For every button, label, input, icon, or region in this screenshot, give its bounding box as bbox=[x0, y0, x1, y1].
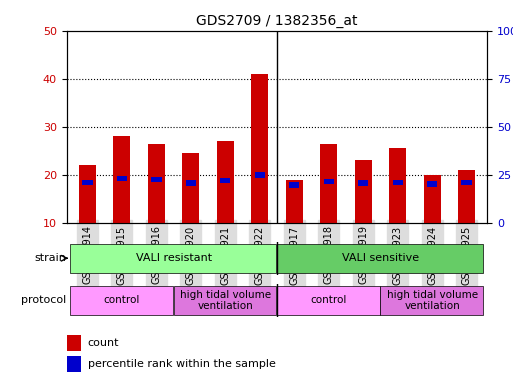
Bar bbox=[116, 176, 127, 182]
Text: control: control bbox=[104, 295, 140, 306]
Bar bbox=[82, 180, 92, 185]
Bar bbox=[320, 144, 338, 223]
Bar bbox=[427, 182, 438, 187]
Bar bbox=[79, 165, 96, 223]
Bar bbox=[151, 177, 162, 182]
FancyBboxPatch shape bbox=[173, 286, 277, 315]
Text: control: control bbox=[310, 295, 347, 306]
Bar bbox=[251, 74, 268, 223]
Bar bbox=[220, 178, 230, 184]
Bar bbox=[148, 144, 165, 223]
FancyBboxPatch shape bbox=[277, 243, 483, 273]
Text: high tidal volume
ventilation: high tidal volume ventilation bbox=[387, 290, 478, 311]
Bar bbox=[389, 148, 406, 223]
Bar bbox=[392, 180, 403, 185]
Bar bbox=[186, 180, 196, 186]
FancyBboxPatch shape bbox=[277, 286, 380, 315]
Text: high tidal volume
ventilation: high tidal volume ventilation bbox=[180, 290, 271, 311]
Bar bbox=[358, 180, 368, 186]
Text: VALI sensitive: VALI sensitive bbox=[342, 253, 419, 263]
Title: GDS2709 / 1382356_at: GDS2709 / 1382356_at bbox=[196, 14, 358, 28]
Text: strain: strain bbox=[34, 253, 66, 263]
Bar bbox=[289, 182, 300, 188]
Bar bbox=[458, 170, 475, 223]
Text: protocol: protocol bbox=[21, 295, 66, 306]
Bar bbox=[324, 179, 334, 184]
Bar bbox=[254, 172, 265, 178]
Bar bbox=[113, 136, 130, 223]
Bar bbox=[216, 141, 234, 223]
Bar bbox=[67, 356, 82, 372]
Text: VALI resistant: VALI resistant bbox=[135, 253, 212, 263]
Bar bbox=[182, 153, 200, 223]
FancyBboxPatch shape bbox=[70, 243, 277, 273]
Bar bbox=[67, 335, 82, 351]
Bar bbox=[462, 180, 472, 185]
Bar bbox=[286, 180, 303, 223]
Text: percentile rank within the sample: percentile rank within the sample bbox=[88, 359, 275, 369]
FancyBboxPatch shape bbox=[70, 286, 173, 315]
FancyBboxPatch shape bbox=[381, 286, 483, 315]
Bar bbox=[354, 161, 372, 223]
Bar bbox=[424, 175, 441, 223]
Text: count: count bbox=[88, 338, 119, 348]
